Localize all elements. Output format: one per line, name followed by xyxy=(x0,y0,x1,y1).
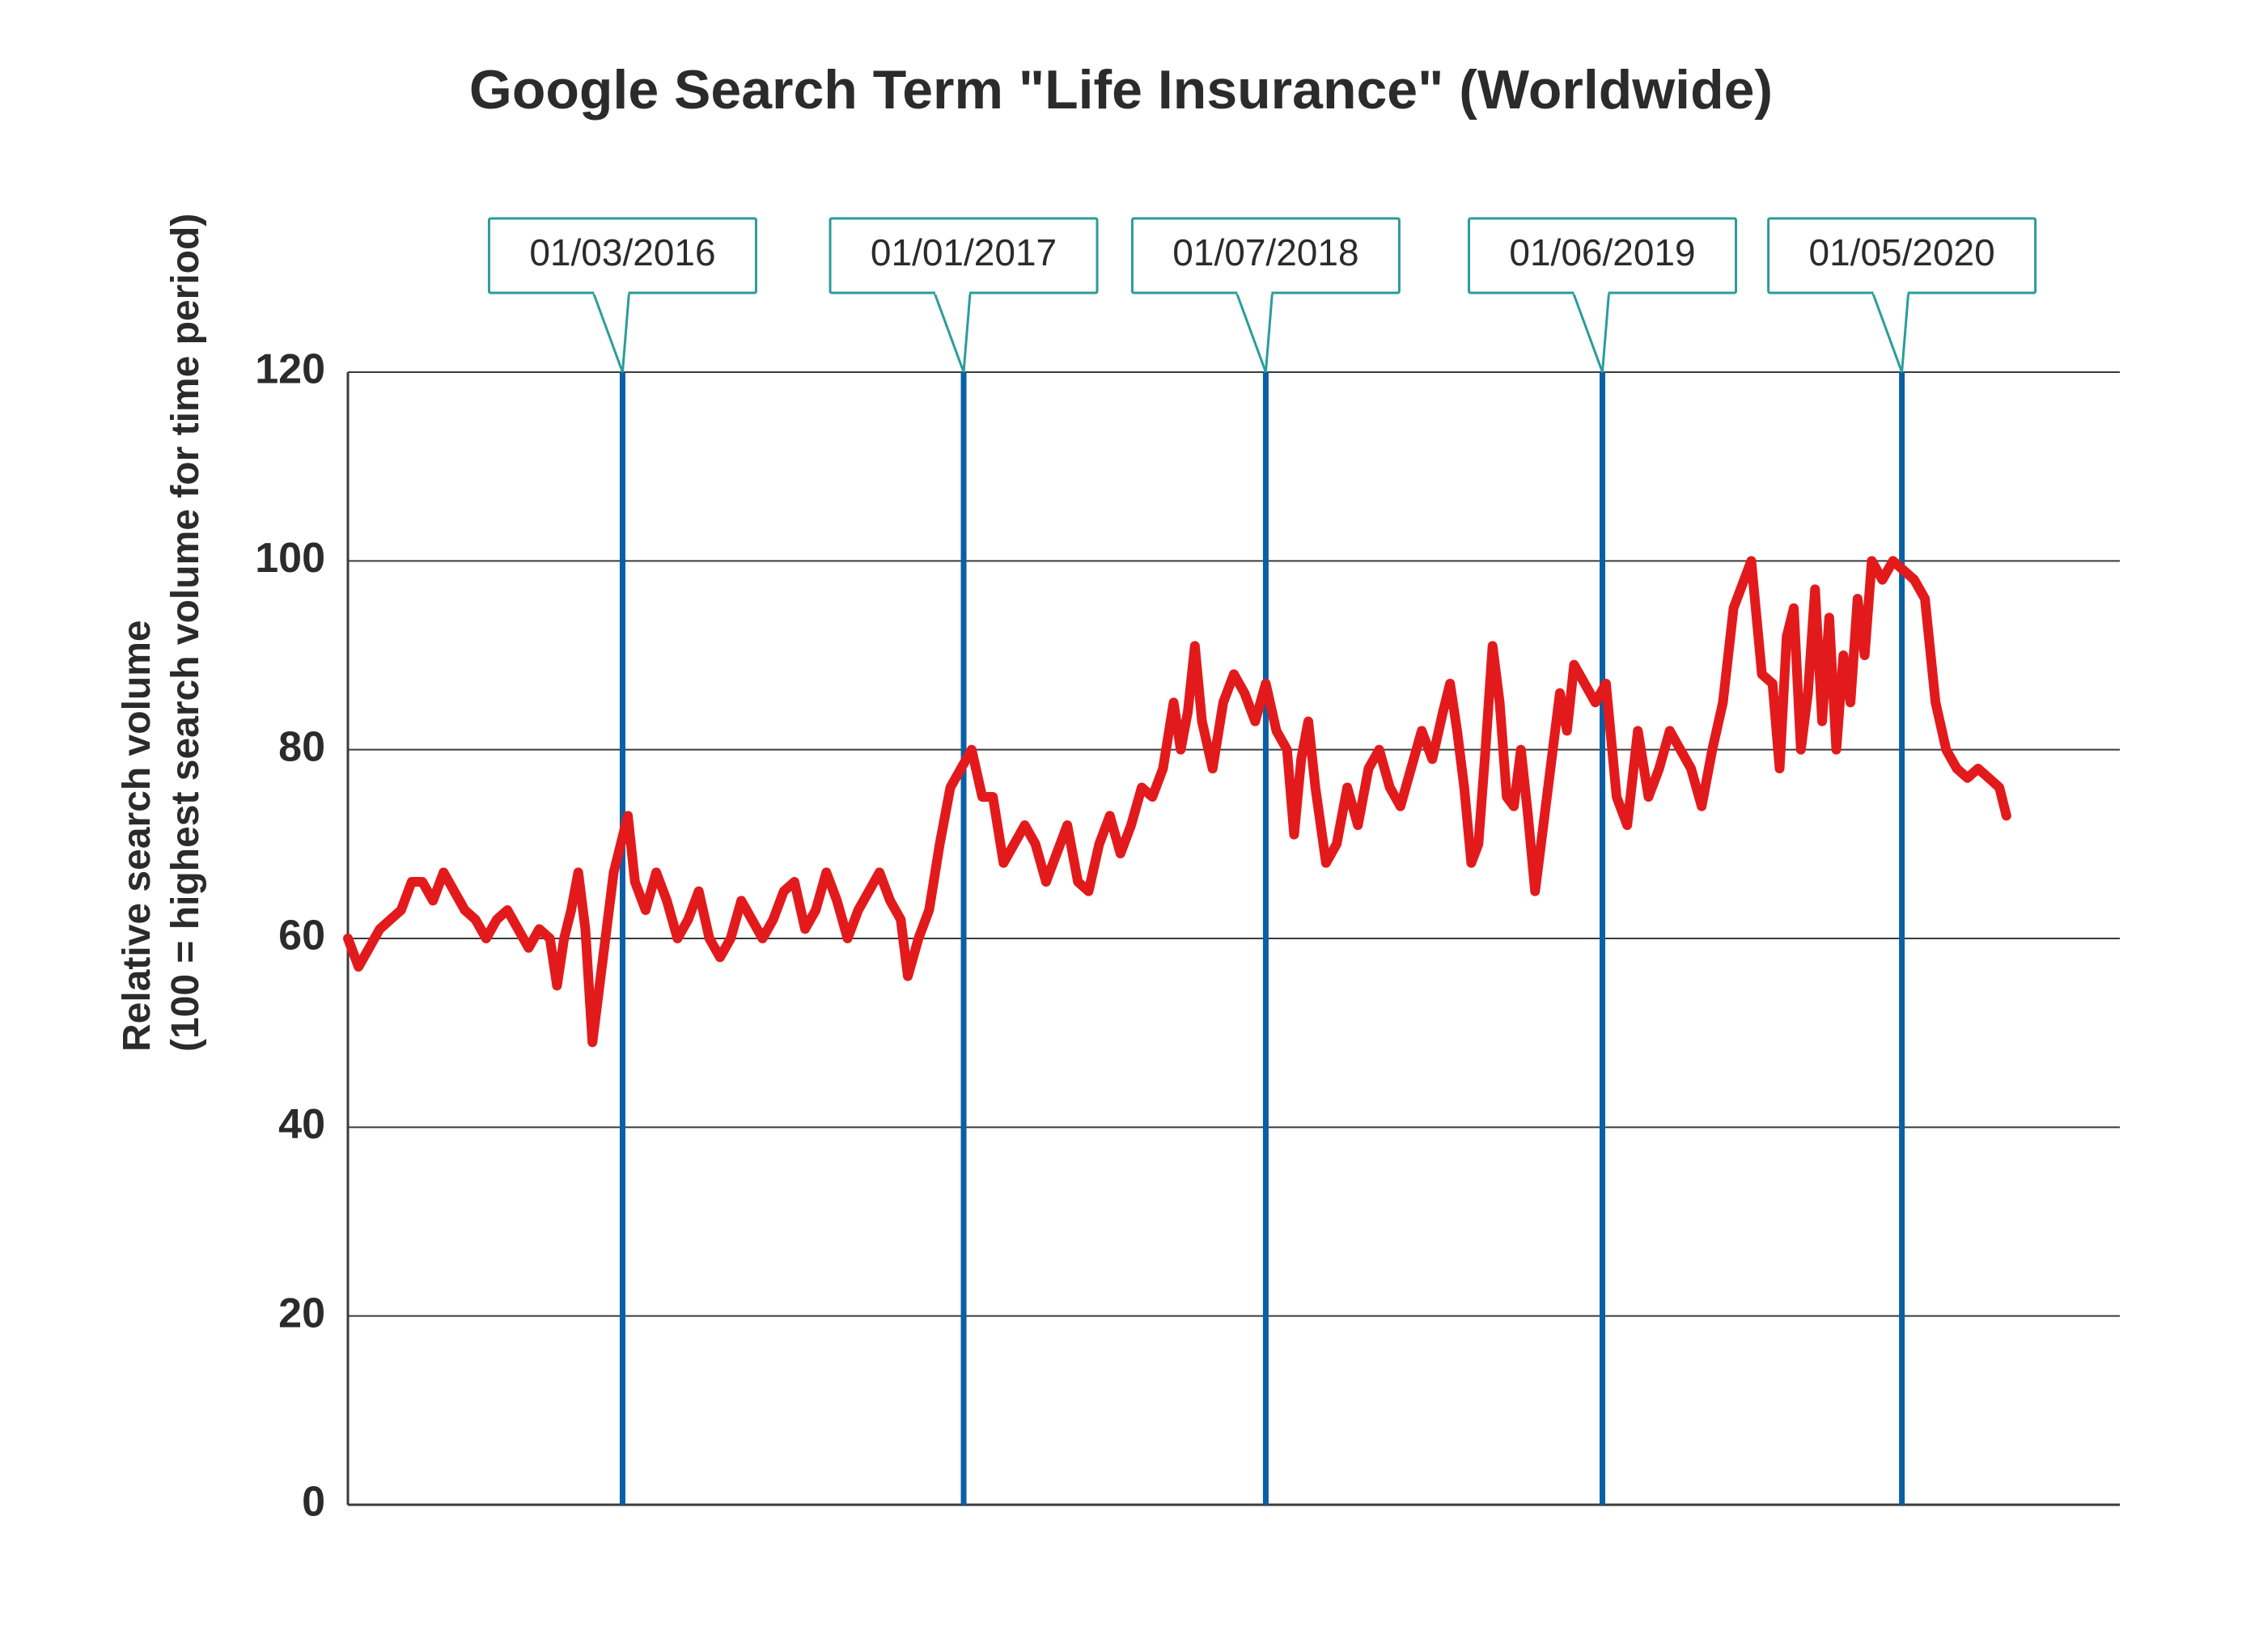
y-tick-label: 120 xyxy=(255,346,325,393)
callout-pointer xyxy=(1574,293,1609,372)
callout-label: 01/07/2018 xyxy=(1172,231,1358,273)
callout-label: 01/03/2016 xyxy=(529,231,715,273)
callout-pointer xyxy=(935,293,970,372)
y-tick-label: 60 xyxy=(278,913,325,959)
callout-label: 01/01/2017 xyxy=(871,231,1057,273)
y-tick-label: 100 xyxy=(255,535,325,582)
chart-svg: 0 20 40 60 80 100 120 01/03/2016 01/01/2017 01/07… xyxy=(0,0,2242,1652)
y-tick-label: 40 xyxy=(278,1101,325,1148)
y-tick-label: 0 xyxy=(302,1479,325,1526)
callout-pointer xyxy=(1873,293,1909,372)
data-series xyxy=(348,561,2007,1042)
y-tick-label: 80 xyxy=(278,723,325,770)
callout-pointer xyxy=(593,293,629,372)
callout-label: 01/06/2019 xyxy=(1509,231,1695,273)
y-tick-label: 20 xyxy=(278,1290,325,1336)
callout-pointer xyxy=(1236,293,1272,372)
callout-label: 01/05/2020 xyxy=(1809,231,1995,273)
